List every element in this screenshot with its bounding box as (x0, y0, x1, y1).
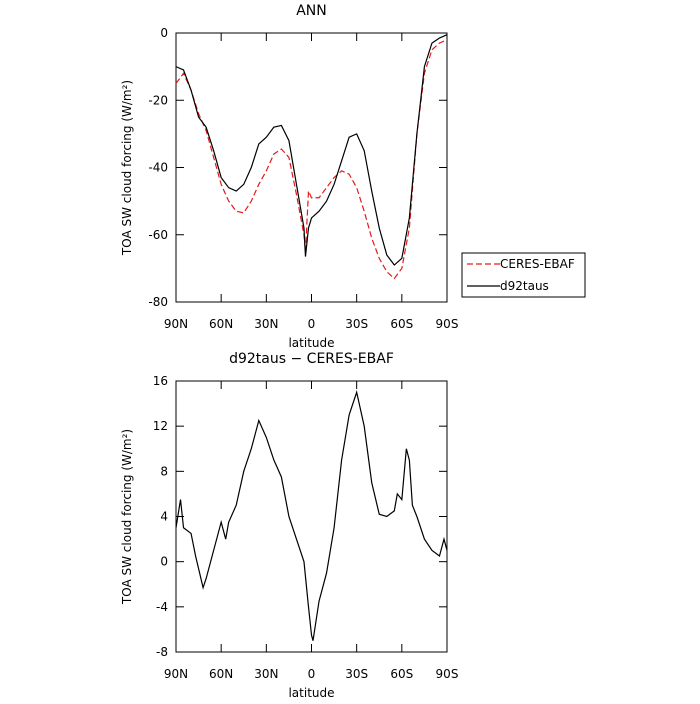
plot-frame (175, 380, 448, 653)
x-tick-label: 0 (308, 317, 316, 331)
y-tick-label: 4 (160, 510, 168, 524)
x-axis-label: latitude (288, 686, 334, 700)
x-tick-label: 90N (164, 667, 188, 681)
x-tick-label: 0 (308, 667, 316, 681)
x-tick-label: 30N (254, 667, 278, 681)
y-axis-label: TOA SW cloud forcing (W/m²) (120, 80, 134, 256)
data-line (175, 39, 448, 280)
chart-title: d92taus − CERES-EBAF (229, 351, 394, 367)
y-tick-label: -40 (148, 161, 168, 175)
y-tick-label: 12 (153, 419, 168, 433)
y-axis-label: TOA SW cloud forcing (W/m²) (120, 429, 134, 605)
y-tick-label: -80 (148, 295, 168, 309)
x-tick-label: 60N (209, 667, 233, 681)
x-tick-label: 90S (436, 317, 459, 331)
y-tick-label: -20 (148, 93, 168, 107)
x-tick-label: 30S (345, 667, 368, 681)
data-line (175, 390, 448, 641)
x-tick-label: 60N (209, 317, 233, 331)
x-tick-label: 60S (390, 317, 413, 331)
y-tick-label: -4 (156, 600, 168, 614)
x-axis-label: latitude (288, 336, 334, 350)
y-tick-label: 8 (160, 464, 168, 478)
y-tick-label: 0 (160, 26, 168, 40)
y-tick-label: 0 (160, 555, 168, 569)
y-tick-label: -60 (148, 228, 168, 242)
legend-box (461, 252, 586, 298)
x-tick-label: 60S (390, 667, 413, 681)
plot-frame (175, 32, 448, 303)
x-tick-label: 90N (164, 317, 188, 331)
data-line (175, 34, 448, 266)
y-tick-label: -8 (156, 645, 168, 659)
legend-label: CERES-EBAF (500, 257, 575, 271)
x-tick-label: 30N (254, 317, 278, 331)
x-tick-label: 90S (436, 667, 459, 681)
y-tick-label: 16 (153, 374, 168, 388)
chart-title: ANN (296, 3, 327, 19)
legend-label: d92taus (500, 279, 549, 293)
x-tick-label: 30S (345, 317, 368, 331)
